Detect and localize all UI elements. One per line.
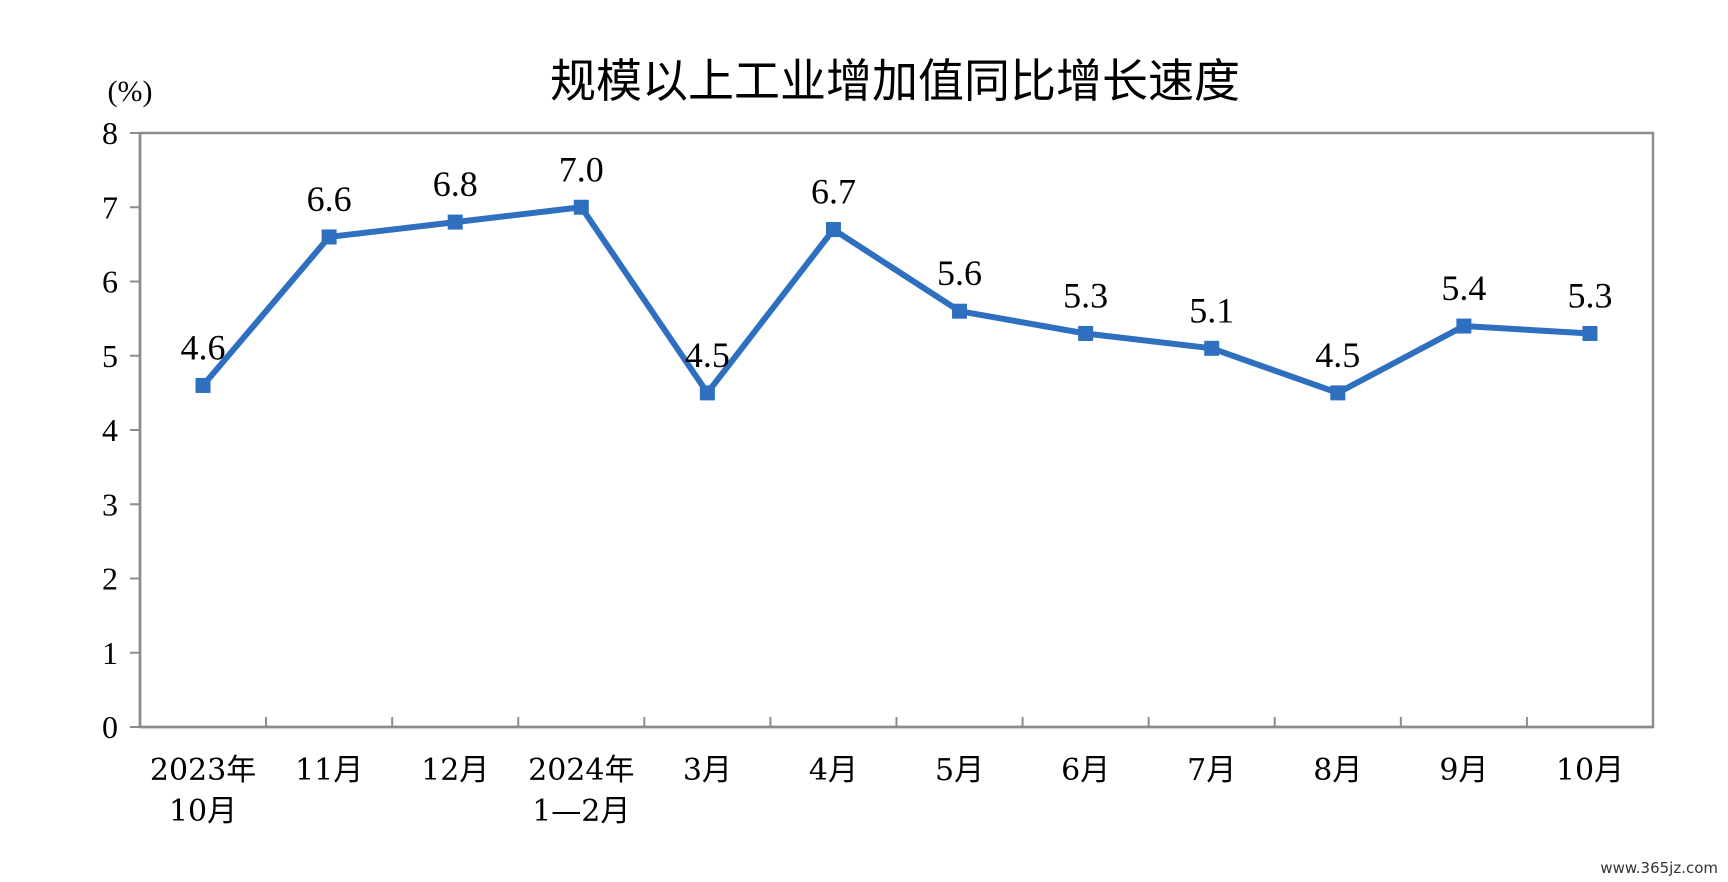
y-axis-unit: (%): [108, 75, 153, 108]
x-tick-label: 2024年: [528, 753, 634, 788]
x-tick-label: 3月: [683, 753, 732, 788]
chart-title: 规模以上工业增加值同比增长速度: [550, 54, 1240, 108]
data-point: [952, 303, 968, 319]
y-tick-label: 8: [102, 115, 118, 151]
series-group: [195, 199, 1598, 401]
x-tick-label: 9月: [1439, 753, 1488, 788]
data-label: 5.4: [1441, 268, 1486, 308]
y-tick-label: 0: [102, 709, 118, 745]
plot-area-frame: [138, 131, 1655, 729]
data-point: [1456, 318, 1472, 334]
x-tick-label: 10月: [169, 794, 237, 829]
y-tick-label: 2: [102, 561, 118, 597]
data-labels-group: 4.6 6.6 6.8 7.0 4.5 6.7 5.6 5.3 5.1 4.5 5.4 5.3: [181, 149, 1613, 375]
data-label: 5.3: [1567, 275, 1612, 315]
x-axis-ticks: 2023年 10月 11月 12月 2024年 1—2月 3月 4月 5月 6月 7月 8月 9月 10月: [150, 717, 1624, 829]
x-tick-label: 11月: [295, 753, 363, 788]
data-point: [573, 199, 589, 215]
x-tick-label: 2023年: [150, 753, 256, 788]
data-label: 6.7: [811, 172, 856, 212]
x-tick-label: 4月: [809, 753, 858, 788]
y-tick-label: 6: [102, 264, 118, 300]
data-label: 5.6: [937, 253, 982, 293]
series-line: [200, 204, 1591, 398]
y-tick-label: 7: [102, 189, 118, 225]
x-tick-label: 12月: [421, 753, 489, 788]
y-tick-label: 5: [102, 338, 118, 374]
y-axis-ticks: 0 1 2 3 4 5 6 7 8: [102, 115, 140, 745]
y-tick-label: 3: [102, 486, 118, 522]
watermark: www.365jz.com: [1600, 859, 1718, 877]
data-point: [699, 385, 715, 401]
x-tick-label: 8月: [1313, 753, 1362, 788]
data-point: [1582, 325, 1598, 341]
x-tick-label: 10月: [1556, 753, 1624, 788]
data-label: 5.1: [1189, 290, 1234, 330]
data-label: 5.3: [1063, 275, 1108, 315]
data-point: [447, 214, 463, 230]
x-tick-label: 7月: [1187, 753, 1236, 788]
data-label: 6.8: [433, 164, 478, 204]
y-tick-label: 4: [102, 412, 118, 448]
data-point: [1204, 340, 1220, 356]
data-point: [321, 229, 337, 245]
x-tick-label: 5月: [935, 753, 984, 788]
data-label: 4.5: [1315, 335, 1360, 375]
x-tick-label: 6月: [1061, 753, 1110, 788]
data-point: [825, 222, 841, 238]
data-point: [1078, 325, 1094, 341]
data-label: 4.6: [181, 327, 226, 367]
data-label: 6.6: [307, 179, 352, 219]
x-tick-label: 1—2月: [532, 794, 630, 829]
data-point: [195, 377, 211, 393]
data-label: 7.0: [559, 149, 604, 189]
data-label: 4.5: [685, 335, 730, 375]
data-point: [1330, 385, 1346, 401]
y-tick-label: 1: [102, 635, 118, 671]
